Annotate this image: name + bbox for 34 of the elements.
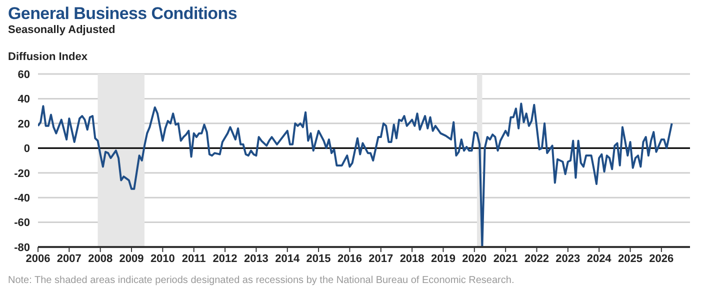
- x-tick-label: 2020: [462, 252, 487, 265]
- x-tick-label: 2022: [524, 252, 549, 265]
- x-tick-label: 2026: [649, 252, 674, 265]
- x-tick-label: 2014: [275, 252, 300, 265]
- chart-title: General Business Conditions: [8, 4, 238, 24]
- x-tick-label: 2013: [244, 252, 268, 265]
- line-series: [38, 102, 673, 247]
- x-tick-label: 2012: [212, 252, 238, 265]
- y-tick-label: 40: [18, 94, 30, 106]
- x-tick-label: 2017: [368, 252, 394, 265]
- y-tick-label: -20: [14, 168, 30, 180]
- x-tick-label: 2009: [119, 252, 144, 265]
- y-tick-label: -60: [14, 217, 30, 230]
- y-tick-label: -80: [14, 242, 30, 254]
- text: Note: The shaded areas indicate periods designated as recessions by the National Bureau of Economic Research.: [8, 275, 514, 286]
- x-tick-label: 2023: [556, 252, 580, 265]
- y-axis-title: Diffusion Index: [8, 51, 88, 63]
- x-tick-label: 2016: [337, 252, 362, 265]
- chart-subtitle: Seasonally Adjusted: [8, 24, 116, 36]
- x-tick-label: 2008: [88, 252, 113, 265]
- y-tick-label: 20: [18, 118, 30, 130]
- y-tick-label: 60: [18, 68, 30, 81]
- x-tick-label: 2007: [56, 252, 82, 265]
- x-tick-label: 2019: [430, 252, 456, 265]
- x-tick-label: 2015: [306, 252, 331, 265]
- y-tick-label: 0: [24, 143, 30, 156]
- x-tick-label: 2018: [400, 252, 424, 265]
- x-tick-label: 2006: [26, 252, 50, 265]
- x-tick-label: 2025: [618, 252, 642, 265]
- x-tick-label: 2021: [493, 252, 518, 265]
- x-tick-label: 2011: [182, 252, 206, 265]
- x-tick-label: 2010: [150, 252, 175, 265]
- x-tick-label: 2024: [586, 252, 612, 265]
- y-tick-label: -40: [14, 192, 30, 204]
